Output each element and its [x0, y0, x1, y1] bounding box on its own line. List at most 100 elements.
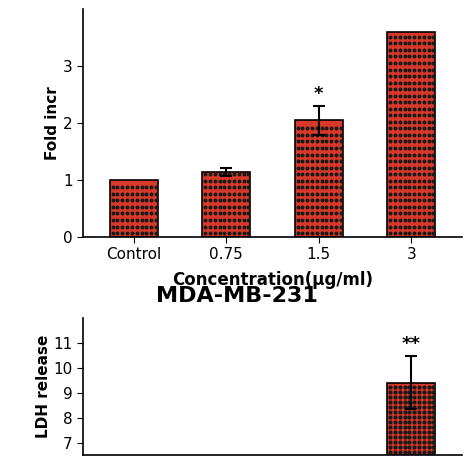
Point	[332, 125, 340, 132]
Bar	[387, 383, 435, 455]
Point	[133, 229, 140, 237]
Point	[420, 79, 428, 86]
Point	[391, 408, 399, 416]
Point	[386, 216, 394, 224]
Point	[386, 443, 394, 451]
Point	[420, 183, 428, 191]
Point	[425, 171, 432, 178]
Point	[429, 448, 437, 456]
Point	[303, 125, 311, 132]
Point	[318, 144, 326, 152]
Point	[406, 66, 413, 73]
Point	[303, 183, 311, 191]
Point	[118, 210, 126, 217]
Point	[386, 138, 394, 146]
Point	[206, 190, 214, 198]
Point	[420, 438, 428, 446]
Point	[410, 66, 418, 73]
Point	[294, 197, 301, 204]
Point	[406, 203, 413, 211]
Point	[123, 203, 131, 211]
Point	[401, 197, 408, 204]
Point	[308, 223, 316, 230]
Point	[216, 197, 223, 204]
Point	[337, 144, 345, 152]
Point	[332, 151, 340, 158]
Point	[410, 111, 418, 119]
Point	[303, 131, 311, 139]
Point	[303, 197, 311, 204]
Point	[396, 151, 403, 158]
Point	[401, 216, 408, 224]
Point	[123, 216, 131, 224]
Point	[245, 177, 252, 184]
Point	[401, 423, 408, 431]
Point	[420, 216, 428, 224]
Point	[133, 197, 140, 204]
Point	[391, 190, 399, 198]
Point	[332, 171, 340, 178]
Point	[425, 79, 432, 86]
Point	[425, 223, 432, 230]
Point	[410, 46, 418, 54]
Point	[406, 144, 413, 152]
Point	[391, 183, 399, 191]
Point	[406, 33, 413, 41]
Point	[109, 229, 117, 237]
Point	[299, 203, 306, 211]
Point	[143, 210, 150, 217]
Point	[386, 388, 394, 396]
Point	[386, 433, 394, 441]
Point	[294, 171, 301, 178]
Point	[410, 105, 418, 113]
Point	[406, 448, 413, 456]
Point	[332, 197, 340, 204]
Point	[328, 197, 335, 204]
Point	[415, 79, 423, 86]
Point	[420, 157, 428, 165]
Point	[386, 171, 394, 178]
Point	[396, 171, 403, 178]
Point	[386, 144, 394, 152]
Point	[216, 190, 223, 198]
Point	[386, 40, 394, 47]
Point	[425, 66, 432, 73]
Point	[109, 203, 117, 211]
Point	[429, 66, 437, 73]
Point	[226, 203, 233, 211]
Point	[308, 210, 316, 217]
Point	[313, 151, 321, 158]
Point	[406, 428, 413, 436]
Point	[303, 229, 311, 237]
Point	[211, 183, 219, 191]
Point	[386, 398, 394, 406]
Point	[420, 393, 428, 401]
Point	[337, 157, 345, 165]
Point	[425, 138, 432, 146]
Point	[216, 223, 223, 230]
Point	[415, 131, 423, 139]
Point	[420, 131, 428, 139]
Point	[328, 157, 335, 165]
Y-axis label: Fold incr: Fold incr	[45, 86, 60, 160]
Point	[401, 85, 408, 93]
Point	[114, 183, 121, 191]
Point	[391, 177, 399, 184]
Point	[303, 138, 311, 146]
Point	[147, 183, 155, 191]
Point	[235, 210, 243, 217]
Point	[332, 183, 340, 191]
Point	[220, 203, 228, 211]
Point	[318, 177, 326, 184]
Point	[391, 66, 399, 73]
Point	[410, 85, 418, 93]
Point	[401, 138, 408, 146]
Point	[386, 118, 394, 126]
Point	[396, 443, 403, 451]
Point	[201, 171, 209, 178]
Point	[337, 203, 345, 211]
Point	[429, 171, 437, 178]
Point	[235, 177, 243, 184]
Point	[406, 59, 413, 67]
Point	[410, 413, 418, 421]
